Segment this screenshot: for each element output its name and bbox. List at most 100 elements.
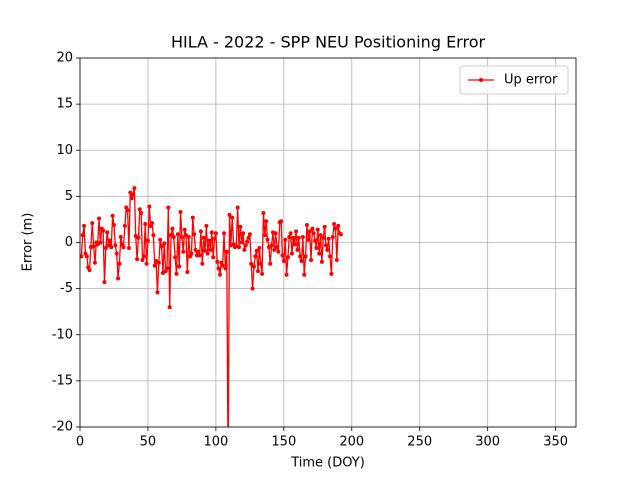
data-point [151,233,156,238]
data-point [107,238,112,243]
data-point [205,251,210,256]
data-point [243,243,248,248]
data-point [296,235,301,240]
data-point [338,232,343,237]
data-point [185,270,190,275]
data-point [90,221,95,226]
data-point [217,272,222,277]
data-point [143,222,148,227]
data-point [147,204,152,209]
x-tick-label: 150 [271,435,296,450]
data-point [162,241,167,246]
data-point [216,266,221,271]
data-point [87,268,92,273]
data-point [224,249,229,254]
data-point [318,233,323,238]
data-point [186,234,191,239]
data-point [178,210,183,215]
data-point [246,235,251,240]
data-point [158,237,163,242]
y-tick-label: 15 [56,97,73,112]
data-point [203,248,208,253]
data-point [279,219,284,224]
x-tick-label: 250 [407,435,432,450]
data-point [306,237,311,242]
data-point [175,232,180,237]
data-point [333,226,338,231]
data-point [139,210,144,215]
data-point [192,232,197,237]
data-point [80,233,85,238]
data-point [125,208,130,213]
data-point [207,238,212,243]
data-point [102,280,107,285]
data-point [208,247,213,252]
data-point [238,224,243,229]
data-point [326,236,331,241]
legend-marker [479,78,483,82]
data-point [173,255,178,260]
data-line [80,187,342,427]
y-tick-label: 5 [65,189,73,204]
data-point [310,226,315,231]
data-point [215,259,220,264]
data-point [292,242,297,247]
data-point [174,271,179,276]
data-point [111,222,116,227]
data-point [155,290,160,295]
data-point [116,276,121,281]
data-point [260,271,265,276]
data-point [289,251,294,256]
data-point [190,215,195,220]
data-point [109,245,114,250]
y-tick-label: 10 [56,143,73,158]
legend-label: Up error [504,73,558,88]
data-point [209,230,214,235]
y-tick-label: -20 [52,420,73,435]
data-point [91,244,96,249]
data-point [114,251,119,256]
data-point [101,228,106,233]
data-point [334,258,339,263]
data-point [179,234,184,239]
data-point [321,235,326,240]
data-point [200,261,205,266]
data-point [300,234,305,239]
data-point [82,223,87,228]
data-point [136,235,141,240]
data-point [105,230,110,235]
data-point [265,237,270,242]
data-point [330,234,335,239]
data-point [227,212,232,217]
data-point [204,223,209,228]
data-point [314,246,319,251]
data-point [110,213,115,218]
data-point [132,186,137,191]
y-tick-label: -10 [52,327,73,342]
chart-title: HILA - 2022 - SPP NEU Positioning Error [171,33,486,52]
data-point [220,263,225,268]
data-point [264,219,269,224]
data-point [241,231,246,236]
data-point [336,223,341,228]
data-point [201,235,206,240]
data-point [150,221,155,226]
data-point [211,255,216,260]
data-point [319,259,324,264]
data-point [284,272,289,277]
data-point [322,224,327,229]
data-point [129,196,134,201]
data-point [117,261,122,266]
data-point [295,247,300,252]
data-point [197,253,202,258]
data-point [222,231,227,236]
data-point [302,272,307,277]
data-point [328,254,333,259]
data-point [273,231,278,236]
data-point [303,254,308,259]
data-point [262,233,267,238]
x-tick-label: 100 [203,435,228,450]
data-point [196,249,201,254]
data-point [256,269,261,274]
